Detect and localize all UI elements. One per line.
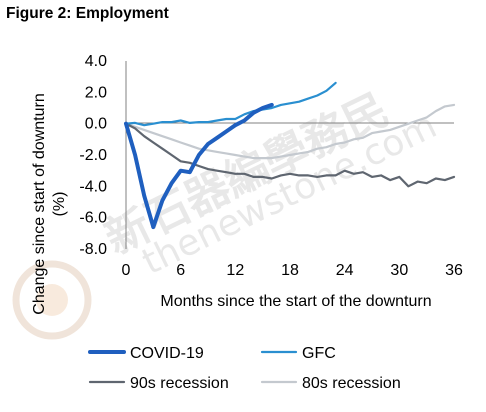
x-tick-label: 24 — [336, 262, 354, 279]
x-tick-label: 12 — [226, 262, 244, 279]
legend-label: GFC — [302, 345, 336, 362]
legend-label: 90s recession — [130, 375, 229, 392]
y-axis-title-line2: (%) — [51, 192, 68, 217]
series-line-covid-19 — [124, 102, 274, 230]
x-tick-label: 0 — [122, 262, 131, 279]
x-tick-labels: 0 6 12 18 24 30 36 — [122, 262, 463, 279]
series-line-90s-recession — [124, 122, 456, 188]
y-tick-label: 2.0 — [85, 84, 107, 101]
series-line-80s-recession — [124, 103, 456, 160]
watermark-logo-core — [36, 284, 68, 316]
x-tick-label: 18 — [281, 262, 299, 279]
watermark-logo-ring — [12, 260, 92, 340]
y-tick-label: 0.0 — [85, 116, 107, 133]
x-axis-title: Months since the start of the downturn — [160, 293, 431, 310]
series-lines — [124, 81, 456, 230]
y-tick-labels: 4.0 2.0 0.0 -2.0 -4.0 -6.0 -8.0 — [79, 53, 107, 258]
y-tick-label: -4.0 — [79, 178, 107, 195]
figure-title: Figure 2: Employment — [6, 5, 169, 22]
legend: COVID-19 GFC 90s recession 80s recession — [88, 345, 401, 392]
legend-label: COVID-19 — [130, 345, 204, 362]
y-tick-label: -2.0 — [79, 147, 107, 164]
x-tick-label: 30 — [390, 262, 408, 279]
x-tick-label: 6 — [176, 262, 185, 279]
y-tick-label: -6.0 — [79, 210, 107, 227]
legend-label: 80s recession — [302, 375, 401, 392]
y-tick-label: -8.0 — [79, 241, 107, 258]
x-tick-label: 36 — [445, 262, 463, 279]
series-line-gfc — [124, 81, 337, 127]
y-tick-label: 4.0 — [85, 53, 107, 70]
y-axis-title-line1: Change since start of downturn — [31, 93, 48, 314]
